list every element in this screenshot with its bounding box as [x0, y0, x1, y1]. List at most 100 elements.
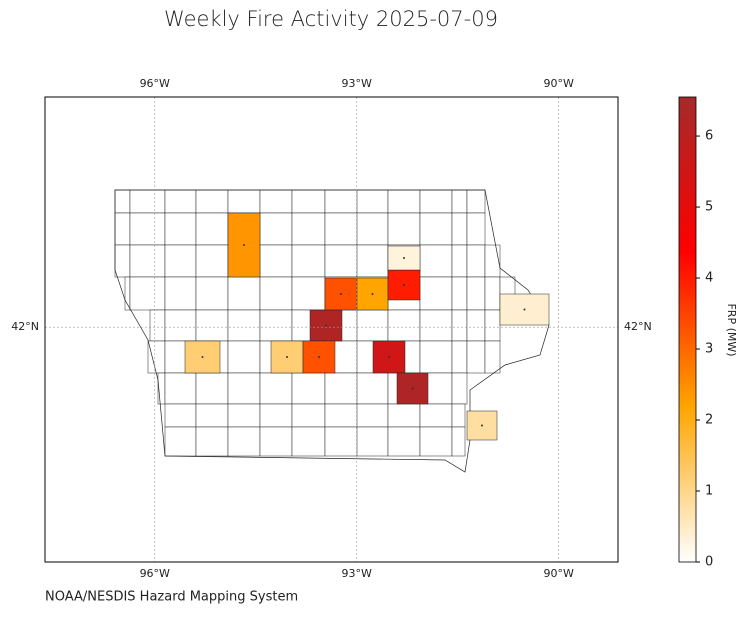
- county: [356, 403, 389, 428]
- county: [356, 372, 389, 405]
- county: [164, 372, 197, 405]
- county: [195, 426, 229, 457]
- county: [291, 244, 326, 278]
- county: [291, 372, 326, 405]
- x-tick-label: 93°W: [342, 567, 372, 580]
- county: [451, 244, 468, 278]
- county: [356, 212, 389, 246]
- county: [387, 309, 421, 342]
- county: [451, 212, 468, 246]
- county: [129, 212, 166, 246]
- fire-point: [340, 293, 342, 295]
- county: [466, 189, 486, 214]
- fire-point: [243, 244, 245, 246]
- county: [451, 426, 466, 457]
- county: [259, 372, 293, 405]
- county: [149, 309, 166, 342]
- county: [419, 189, 453, 214]
- map-frame: [44, 96, 619, 563]
- county: [227, 189, 261, 214]
- x-tick-label: 90°W: [544, 77, 574, 90]
- county: [419, 309, 453, 342]
- county: [291, 426, 326, 457]
- county: [484, 276, 501, 311]
- fire-point: [523, 308, 526, 311]
- county: [259, 189, 293, 214]
- county: [324, 212, 358, 246]
- fire-point: [388, 356, 390, 358]
- county: [451, 276, 468, 311]
- county: [291, 403, 326, 428]
- county: [195, 276, 229, 311]
- county: [419, 403, 453, 428]
- colorbar-tick-label: 6: [705, 129, 713, 144]
- county: [387, 212, 421, 246]
- county: [324, 372, 358, 405]
- source-note: NOAA/NESDIS Hazard Mapping System: [45, 590, 298, 605]
- colorbar-tick-label: 4: [705, 271, 713, 286]
- county: [451, 403, 466, 428]
- colorbar-tick-label: 0: [705, 555, 713, 570]
- county: [451, 309, 468, 342]
- county: [227, 403, 261, 428]
- county: [227, 372, 261, 405]
- county: [147, 340, 166, 374]
- county: [419, 340, 453, 374]
- county: [195, 309, 229, 342]
- colorbar-label: FRP (MW): [725, 303, 738, 356]
- county: [419, 426, 453, 457]
- colorbar-tick-label: 2: [705, 413, 713, 428]
- county: [164, 244, 197, 278]
- county: [466, 212, 486, 246]
- fire-point: [403, 257, 405, 259]
- county: [419, 244, 453, 278]
- county: [259, 309, 293, 342]
- fire-point: [325, 324, 327, 327]
- county: [466, 309, 486, 342]
- county: [387, 426, 421, 457]
- fire-point: [201, 356, 204, 358]
- county: [164, 309, 197, 342]
- fire-point: [286, 356, 288, 358]
- county: [451, 372, 468, 405]
- county: [259, 244, 293, 278]
- county: [195, 189, 229, 214]
- county: [164, 426, 197, 457]
- fire-point: [403, 284, 405, 286]
- county: [129, 276, 166, 311]
- y-tick-label: 42°N: [11, 320, 39, 333]
- x-tick-label: 96°W: [140, 77, 170, 90]
- county: [195, 403, 229, 428]
- x-tick-label: 90°W: [544, 567, 574, 580]
- county: [227, 340, 261, 374]
- county: [259, 403, 293, 428]
- chart-title: Weekly Fire Activity 2025-07-09: [164, 7, 498, 31]
- fire-point: [371, 293, 374, 295]
- colorbar: [678, 96, 697, 563]
- county: [195, 372, 229, 405]
- x-tick-label: 96°W: [140, 567, 170, 580]
- county: [259, 212, 293, 246]
- county: [195, 212, 229, 246]
- county: [387, 189, 421, 214]
- fire-point: [481, 424, 483, 427]
- county: [227, 276, 261, 311]
- county: [356, 189, 389, 214]
- county: [124, 276, 131, 311]
- county: [484, 309, 501, 342]
- county: [356, 309, 389, 342]
- county: [466, 340, 486, 374]
- county: [419, 212, 453, 246]
- county: [466, 244, 486, 278]
- county: [419, 276, 453, 311]
- fire-point: [411, 387, 414, 390]
- county: [164, 212, 197, 246]
- county: [387, 403, 421, 428]
- county: [324, 244, 358, 278]
- county: [356, 426, 389, 457]
- colorbar-tick-label: 1: [705, 484, 713, 499]
- county: [291, 212, 326, 246]
- county: [114, 212, 131, 246]
- county: [195, 244, 229, 278]
